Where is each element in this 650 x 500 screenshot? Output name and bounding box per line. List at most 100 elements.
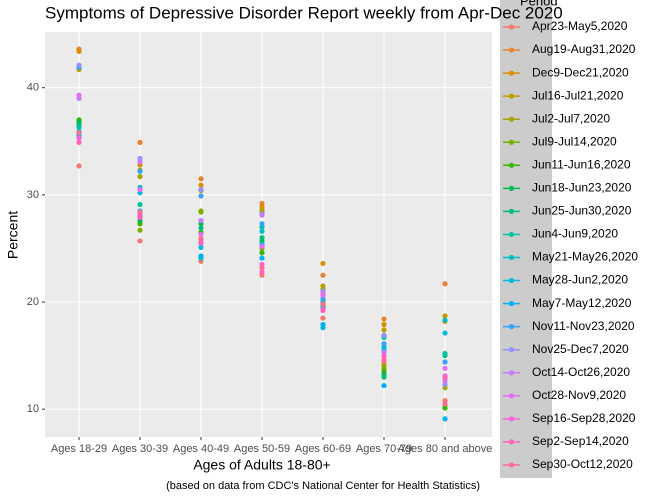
legend-label: Oct28-Nov9,2020 bbox=[532, 388, 626, 402]
point bbox=[442, 313, 448, 319]
point bbox=[76, 135, 82, 141]
point bbox=[259, 212, 265, 218]
point bbox=[442, 350, 448, 357]
legend-key-point bbox=[508, 116, 515, 122]
legend-label: May28-Jun2,2020 bbox=[532, 273, 628, 287]
legend-background bbox=[500, 0, 552, 478]
point bbox=[137, 186, 143, 193]
point bbox=[137, 139, 143, 145]
plot-panel bbox=[45, 32, 492, 437]
point bbox=[76, 62, 82, 68]
x-tick-label: Ages 30-39 bbox=[112, 443, 168, 455]
legend-key-point bbox=[508, 393, 515, 399]
legend-key-point bbox=[508, 462, 515, 468]
legend-label: Jul2-Jul7,2020 bbox=[532, 111, 610, 125]
legend-key-point bbox=[508, 347, 515, 353]
y-axis-label: Percent bbox=[5, 211, 21, 259]
point bbox=[442, 359, 448, 365]
chart-title: Symptoms of Depressive Disorder Report w… bbox=[45, 3, 563, 22]
point bbox=[137, 201, 143, 208]
point bbox=[381, 358, 387, 364]
legend-label: Sep30-Oct12,2020 bbox=[532, 457, 633, 471]
y-tick-label: 20 bbox=[27, 296, 39, 308]
point bbox=[442, 365, 448, 372]
point bbox=[198, 231, 204, 238]
caption: (based on data from CDC's National Cente… bbox=[166, 480, 480, 492]
point bbox=[259, 228, 265, 234]
point bbox=[442, 330, 448, 336]
legend-key-point bbox=[508, 162, 515, 168]
point bbox=[259, 265, 265, 271]
x-tick-label: Ages 18-29 bbox=[51, 443, 107, 455]
legend-key-point bbox=[508, 439, 515, 445]
legend-label: Jun4-Jun9,2020 bbox=[532, 227, 618, 241]
point bbox=[198, 240, 204, 246]
point bbox=[442, 375, 448, 381]
legend-label: Apr23-May5,2020 bbox=[532, 19, 628, 33]
point bbox=[259, 243, 265, 249]
legend-label: Jul9-Jul14,2020 bbox=[532, 134, 617, 148]
legend-label: Jul16-Jul21,2020 bbox=[532, 88, 624, 102]
point bbox=[320, 315, 326, 321]
point bbox=[76, 92, 82, 98]
point bbox=[76, 48, 82, 54]
legend-label: Dec9-Dec21,2020 bbox=[532, 65, 629, 79]
x-tick-label: Ages 60-69 bbox=[295, 443, 351, 455]
point bbox=[198, 193, 204, 199]
y-tick-label: 40 bbox=[27, 82, 39, 94]
legend-key-point bbox=[508, 93, 515, 99]
point bbox=[137, 168, 143, 174]
point bbox=[381, 382, 387, 389]
legend-key-point bbox=[508, 416, 515, 422]
point bbox=[137, 227, 143, 233]
point bbox=[442, 317, 448, 323]
point bbox=[198, 176, 204, 182]
legend-key-point bbox=[508, 24, 515, 30]
point bbox=[320, 272, 326, 278]
point bbox=[137, 159, 143, 165]
legend-key-point bbox=[508, 70, 515, 76]
point bbox=[442, 281, 448, 287]
legend-label: Jun11-Jun16,2020 bbox=[532, 157, 631, 171]
points bbox=[76, 46, 448, 422]
point bbox=[381, 316, 387, 322]
point bbox=[198, 253, 204, 259]
legend-key-point bbox=[508, 254, 515, 261]
point bbox=[76, 124, 82, 130]
point bbox=[381, 374, 387, 380]
point bbox=[381, 341, 387, 347]
point bbox=[198, 186, 204, 193]
point bbox=[320, 290, 326, 297]
point bbox=[198, 209, 204, 215]
x-tick-label: Ages 40-49 bbox=[173, 443, 229, 455]
point bbox=[320, 301, 326, 307]
x-tick-label: Ages 50-59 bbox=[234, 443, 290, 455]
point bbox=[76, 130, 82, 136]
point bbox=[259, 250, 265, 256]
legend-key-point bbox=[508, 208, 515, 214]
legend-label: Aug19-Aug31,2020 bbox=[532, 42, 636, 56]
point bbox=[259, 235, 265, 241]
point bbox=[137, 174, 143, 180]
point bbox=[76, 139, 82, 145]
point bbox=[320, 260, 326, 267]
point bbox=[442, 416, 448, 422]
legend-label: Jun25-Jun30,2020 bbox=[532, 204, 632, 218]
legend-key-point bbox=[508, 301, 515, 307]
point bbox=[198, 217, 204, 224]
legend-key-point bbox=[508, 47, 515, 53]
legend-label: Oct14-Oct26,2020 bbox=[532, 365, 630, 379]
point bbox=[381, 321, 387, 328]
point bbox=[320, 321, 326, 328]
point bbox=[76, 163, 82, 169]
point bbox=[381, 332, 387, 338]
point bbox=[442, 401, 448, 407]
legend-label: Sep16-Sep28,2020 bbox=[532, 411, 636, 425]
point bbox=[320, 306, 326, 313]
x-tick-label: Ages 80 and above bbox=[398, 443, 493, 455]
x-tick-label: Ages 70-79 bbox=[356, 443, 412, 455]
legend-key-point bbox=[508, 139, 515, 145]
legend-label: Nov25-Dec7,2020 bbox=[532, 342, 629, 356]
x-axis-label: Ages of Adults 18-80+ bbox=[193, 457, 330, 473]
